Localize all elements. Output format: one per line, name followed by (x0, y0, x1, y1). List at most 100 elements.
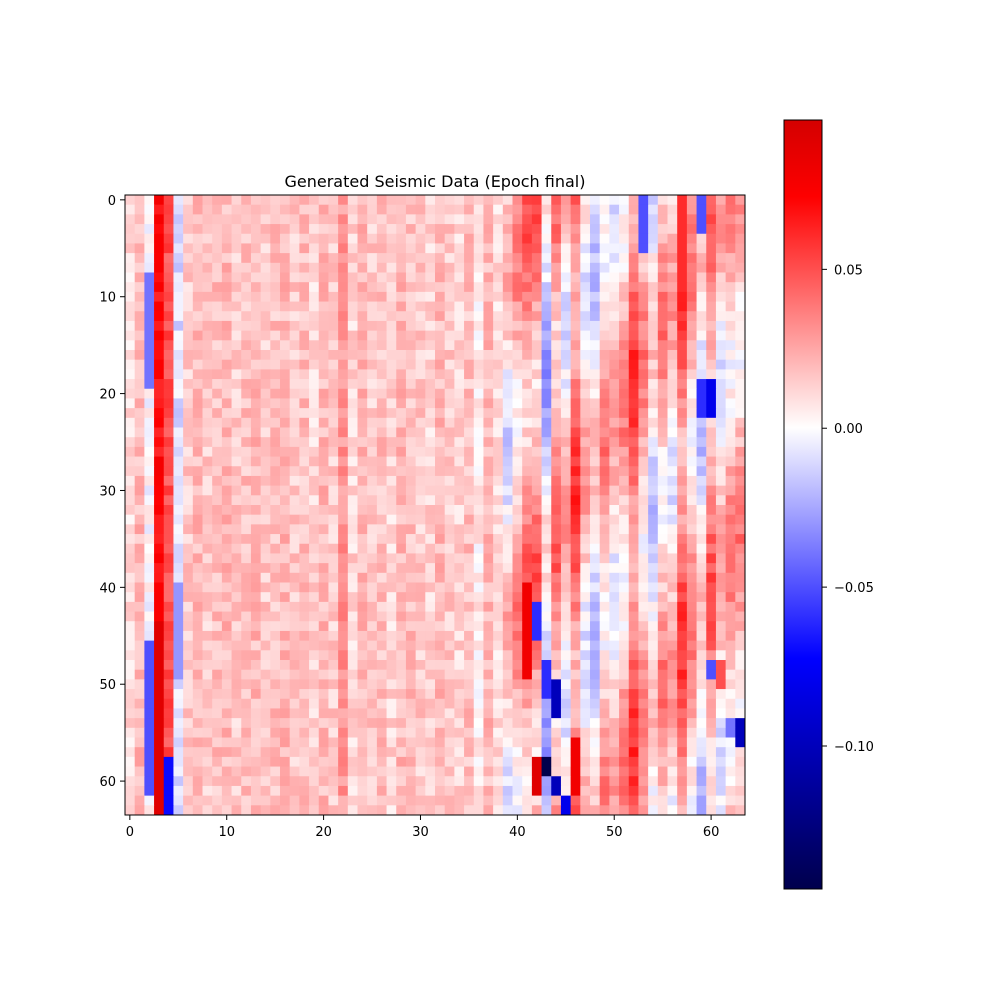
heatmap-cell (444, 330, 455, 341)
heatmap-cell (696, 572, 707, 583)
heatmap-cell (706, 727, 717, 738)
heatmap-cell (299, 379, 310, 390)
heatmap-cell (250, 350, 262, 361)
heatmap-cell (173, 233, 184, 244)
heatmap-cell (444, 795, 455, 806)
heatmap-cell (570, 320, 581, 332)
heatmap-cell (357, 553, 368, 564)
heatmap-cell (221, 805, 232, 816)
heatmap-cell (619, 698, 630, 709)
heatmap-cell (386, 204, 397, 215)
heatmap-cell (192, 543, 203, 554)
heatmap-cell (696, 747, 707, 758)
heatmap-cell (144, 340, 155, 351)
heatmap-cell (125, 204, 136, 215)
heatmap-cell (522, 621, 533, 632)
heatmap-cell (338, 311, 349, 322)
heatmap-cell (464, 737, 475, 748)
heatmap-cell (667, 427, 678, 438)
heatmap-cell (280, 204, 291, 215)
heatmap-cell (367, 446, 378, 457)
heatmap-cell (696, 795, 707, 806)
heatmap-cell (628, 204, 639, 215)
heatmap-cell (347, 718, 358, 729)
heatmap-cell (357, 369, 368, 380)
heatmap-cell (725, 708, 736, 719)
heatmap-cell (686, 727, 697, 738)
heatmap-cell (706, 350, 717, 361)
heatmap-cell (541, 359, 552, 370)
heatmap-cell (318, 563, 329, 574)
heatmap-cell (241, 320, 252, 332)
colorbar-tick-label: 0.00 (834, 422, 863, 437)
heatmap-cell (202, 795, 213, 806)
heatmap-cell (386, 417, 397, 428)
heatmap-cell (192, 621, 203, 632)
heatmap-cell (444, 379, 455, 390)
heatmap-cell (628, 243, 639, 254)
heatmap-cell (590, 379, 601, 390)
heatmap-cell (173, 224, 184, 235)
heatmap-cell (619, 427, 630, 438)
heatmap-cell (250, 291, 262, 302)
heatmap-cell (444, 805, 455, 816)
heatmap-cell (541, 446, 552, 457)
heatmap-cell (686, 543, 697, 554)
heatmap-cell (590, 543, 601, 554)
heatmap-cell (531, 233, 542, 244)
heatmap-cell (464, 466, 475, 477)
heatmap-cell (425, 795, 436, 806)
heatmap-cell (551, 669, 562, 680)
heatmap-cell (183, 708, 194, 719)
heatmap-cell (541, 233, 552, 244)
heatmap-cell (386, 514, 397, 525)
heatmap-cell (425, 388, 436, 399)
heatmap-cell (231, 301, 242, 312)
heatmap-cell (192, 301, 203, 312)
heatmap-cell (725, 262, 736, 273)
heatmap-cell (570, 660, 581, 671)
heatmap-cell (628, 698, 639, 709)
heatmap-cell (125, 505, 136, 516)
heatmap-cell (338, 563, 349, 574)
heatmap-cell (173, 727, 184, 738)
heatmap-cell (163, 272, 174, 283)
heatmap-cell (260, 621, 271, 632)
heatmap-cell (270, 330, 281, 341)
heatmap-cell (493, 253, 504, 264)
heatmap-cell (425, 708, 436, 719)
heatmap-cell (212, 466, 223, 477)
heatmap-cell (560, 195, 572, 206)
heatmap-cell (580, 495, 591, 506)
heatmap-cell (531, 262, 542, 273)
heatmap-cell (376, 204, 387, 215)
heatmap-cell (163, 204, 174, 215)
heatmap-cell (376, 437, 387, 448)
heatmap-cell (551, 320, 562, 332)
heatmap-cell (706, 621, 717, 632)
heatmap-cell (405, 776, 417, 787)
heatmap-cell (715, 785, 727, 797)
heatmap-cell (134, 572, 145, 583)
heatmap-cell (376, 621, 387, 632)
heatmap-cell (202, 214, 213, 225)
heatmap-cell (144, 359, 155, 370)
heatmap-cell (376, 282, 387, 293)
heatmap-cell (706, 640, 717, 651)
heatmap-cell (221, 243, 232, 254)
heatmap-cell (454, 204, 465, 215)
heatmap-cell (396, 359, 407, 370)
heatmap-cell (134, 427, 145, 438)
heatmap-cell (270, 718, 281, 729)
heatmap-cell (270, 408, 281, 419)
heatmap-cell (667, 795, 678, 806)
heatmap-cell (212, 475, 223, 487)
heatmap-cell (667, 708, 678, 719)
heatmap-cell (667, 698, 678, 709)
heatmap-cell (270, 379, 281, 390)
heatmap-cell (541, 272, 552, 283)
heatmap-cell (376, 272, 387, 283)
heatmap-cell (435, 534, 446, 545)
heatmap-cell (396, 805, 407, 816)
heatmap-cell (241, 514, 252, 525)
